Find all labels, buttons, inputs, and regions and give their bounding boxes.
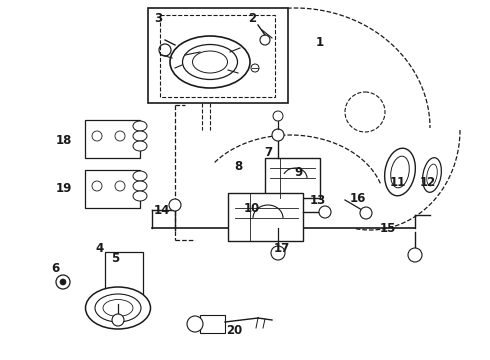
Bar xyxy=(105,252,143,304)
Ellipse shape xyxy=(133,131,147,141)
Circle shape xyxy=(273,111,283,121)
Text: 10: 10 xyxy=(244,202,260,215)
Text: 1: 1 xyxy=(316,36,324,49)
Text: 11: 11 xyxy=(390,175,406,189)
Text: 16: 16 xyxy=(350,192,366,204)
Circle shape xyxy=(271,246,285,260)
Text: 3: 3 xyxy=(154,12,162,24)
Bar xyxy=(85,170,140,208)
Circle shape xyxy=(272,129,284,141)
Ellipse shape xyxy=(133,141,147,151)
Circle shape xyxy=(360,207,372,219)
Ellipse shape xyxy=(427,164,437,186)
Bar xyxy=(160,15,275,97)
Ellipse shape xyxy=(423,158,441,192)
Text: 5: 5 xyxy=(111,252,119,265)
Ellipse shape xyxy=(133,181,147,191)
Circle shape xyxy=(408,248,422,262)
Text: 4: 4 xyxy=(96,242,104,255)
Text: 17: 17 xyxy=(274,242,290,255)
Text: 7: 7 xyxy=(264,145,272,158)
Text: 15: 15 xyxy=(380,221,396,234)
Bar xyxy=(148,8,288,103)
Text: 20: 20 xyxy=(226,324,242,337)
Circle shape xyxy=(112,314,124,326)
Circle shape xyxy=(92,181,102,191)
Bar xyxy=(200,315,225,333)
Ellipse shape xyxy=(95,294,141,322)
Circle shape xyxy=(60,279,66,285)
Ellipse shape xyxy=(103,300,133,316)
Ellipse shape xyxy=(391,156,409,188)
Circle shape xyxy=(187,316,203,332)
Text: 6: 6 xyxy=(51,261,59,274)
Ellipse shape xyxy=(133,121,147,131)
Bar xyxy=(228,193,303,241)
Circle shape xyxy=(56,275,70,289)
Bar xyxy=(265,158,320,198)
Text: 8: 8 xyxy=(234,161,242,174)
Bar xyxy=(85,120,140,158)
Ellipse shape xyxy=(385,148,416,196)
Ellipse shape xyxy=(85,287,150,329)
Text: 19: 19 xyxy=(56,181,72,194)
Text: 9: 9 xyxy=(294,166,302,179)
Circle shape xyxy=(319,206,331,218)
Ellipse shape xyxy=(133,171,147,181)
Text: 2: 2 xyxy=(248,12,256,24)
Ellipse shape xyxy=(133,191,147,201)
Text: 12: 12 xyxy=(420,175,436,189)
Circle shape xyxy=(169,199,181,211)
Circle shape xyxy=(115,181,125,191)
Circle shape xyxy=(115,131,125,141)
Circle shape xyxy=(92,131,102,141)
Text: 13: 13 xyxy=(310,194,326,207)
Text: 18: 18 xyxy=(56,134,72,147)
Text: 14: 14 xyxy=(154,203,170,216)
